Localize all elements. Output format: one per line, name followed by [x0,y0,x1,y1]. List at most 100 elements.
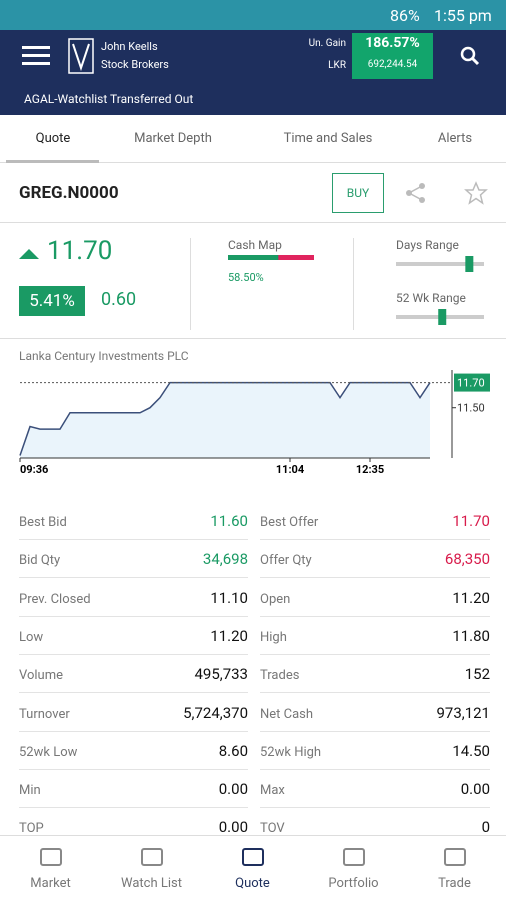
field-label: Volume [19,668,64,684]
field-value: 0.00 [218,780,248,799]
star-icon[interactable] [464,181,488,205]
table-cell: Best Offer 11.70 [260,502,490,540]
field-label: 52wk High [260,744,322,760]
x-tick-label: 09:36 [20,463,48,476]
buy-button[interactable]: BUY [332,173,384,213]
tab-bar: Quote Market Depth Time and Sales Alerts [0,115,506,163]
table-cell: 52wk Low 8.60 [19,732,248,770]
nav-item[interactable]: Watch List [121,876,182,891]
nav-icon[interactable] [241,846,265,868]
table-cell: Volume 495,733 [19,655,248,694]
area [20,382,430,458]
field-value: 495,733 [194,665,248,684]
table-cell: Turnover 5,724,370 [19,694,248,732]
field-value: 11.60 [210,512,248,530]
range-thumb [438,309,447,325]
table-cell: Max 0.00 [260,770,490,809]
share-icon[interactable] [405,182,427,204]
nav-icon[interactable] [39,846,63,868]
icon-shape [444,848,466,866]
lkr: 692,244.54 [367,59,418,70]
nav-icon[interactable] [342,846,366,868]
chart: Lanka Century Investments PLC 11.70 11.50… [19,349,490,476]
field-value: 68,350 [444,550,490,569]
divider [0,222,506,223]
table-cell: Trades 152 [260,655,490,694]
tab[interactable]: Market Depth [134,131,212,146]
range-thumb [465,256,474,272]
icon-shape [242,848,264,866]
battery: 86% [390,6,420,25]
table-cell: Prev. Closed 11.10 [19,579,248,617]
nav-item[interactable]: Market [30,876,71,891]
field-label: Max [260,783,285,799]
divider [190,238,191,330]
field-label: Min [19,783,41,799]
x-tick-label: 11:04 [276,463,305,476]
field-label: Open [260,591,291,607]
symbol: GREG.N0000 [19,183,119,203]
field-value: 11.20 [210,626,248,645]
search-icon[interactable] [460,46,480,66]
wk52-range-label: 52 Wk Range [396,291,466,305]
nav-item[interactable]: Quote [235,876,270,891]
table-cell: Offer Qty 68,350 [260,540,490,579]
x-tick-label: 12:35 [356,463,384,476]
field-value: 11.80 [452,626,490,645]
tab[interactable]: Quote [35,131,71,146]
field-value: 973,121 [436,703,490,722]
nav-item[interactable]: Trade [438,876,471,891]
brand-line: Stock Brokers [101,58,169,71]
change: 0.60 [101,289,137,310]
table-cell: 52wk High 14.50 [260,732,490,770]
field-label: Low [19,629,44,645]
bottom-nav: Market Watch List Quote Portfolio Trade [0,835,506,900]
table-cell: Min 0.00 [19,770,248,809]
field-value: 0.00 [460,780,490,799]
divider [353,238,354,330]
brand-line: John Keells [101,40,158,53]
wk52-range-slider [396,309,484,325]
nav-icon[interactable] [140,846,164,868]
field-label: Trades [260,668,300,684]
cash-map-label: Cash Map [228,238,282,252]
time: 1:55 pm [434,6,492,25]
tab-indicator [6,160,99,163]
icon-shape [343,848,365,866]
days-range-slider [396,256,484,272]
field-label: Best Bid [19,515,67,530]
table-cell: Best Bid 11.60 [19,502,248,540]
field-label: Net Cash [260,706,314,722]
cash-map-fill [228,255,279,260]
y-tick-highlight [454,373,490,392]
y-tick-label: 11.70 [457,377,485,390]
header: John Keells Stock Brokers Un. Gain LKR 1… [0,30,506,115]
field-label: Prev. Closed [19,591,91,607]
menu-icon[interactable] [22,46,50,66]
field-label: Turnover [19,706,70,722]
y-tick-label: 11.50 [457,402,485,415]
status-bar: 86% 1:55 pm [0,0,506,30]
field-label: 52wk Low [19,744,78,760]
nav-icon[interactable] [443,846,467,868]
gain-box [352,33,433,79]
field-value: 152 [464,665,490,684]
field-value: 5,724,370 [183,703,248,722]
banner: AGAL-Watchlist Transferred Out [24,92,194,106]
tab[interactable]: Alerts [437,131,473,146]
field-label: Bid Qty [19,553,61,569]
field-value: 11.20 [452,588,490,607]
field-label: TOV [260,821,285,837]
tab[interactable]: Time and Sales [283,131,373,146]
divider [0,338,506,339]
days-range-label: Days Range [396,238,459,252]
icon-shape [141,848,163,866]
icon-shape [40,848,62,866]
lkr-label: LKR [328,60,346,71]
field-value: 34,698 [202,550,248,569]
field-value: 14.50 [452,741,490,760]
gain: 186.57% [365,35,420,51]
nav-item[interactable]: Portfolio [328,876,379,891]
field-label: High [260,629,287,645]
